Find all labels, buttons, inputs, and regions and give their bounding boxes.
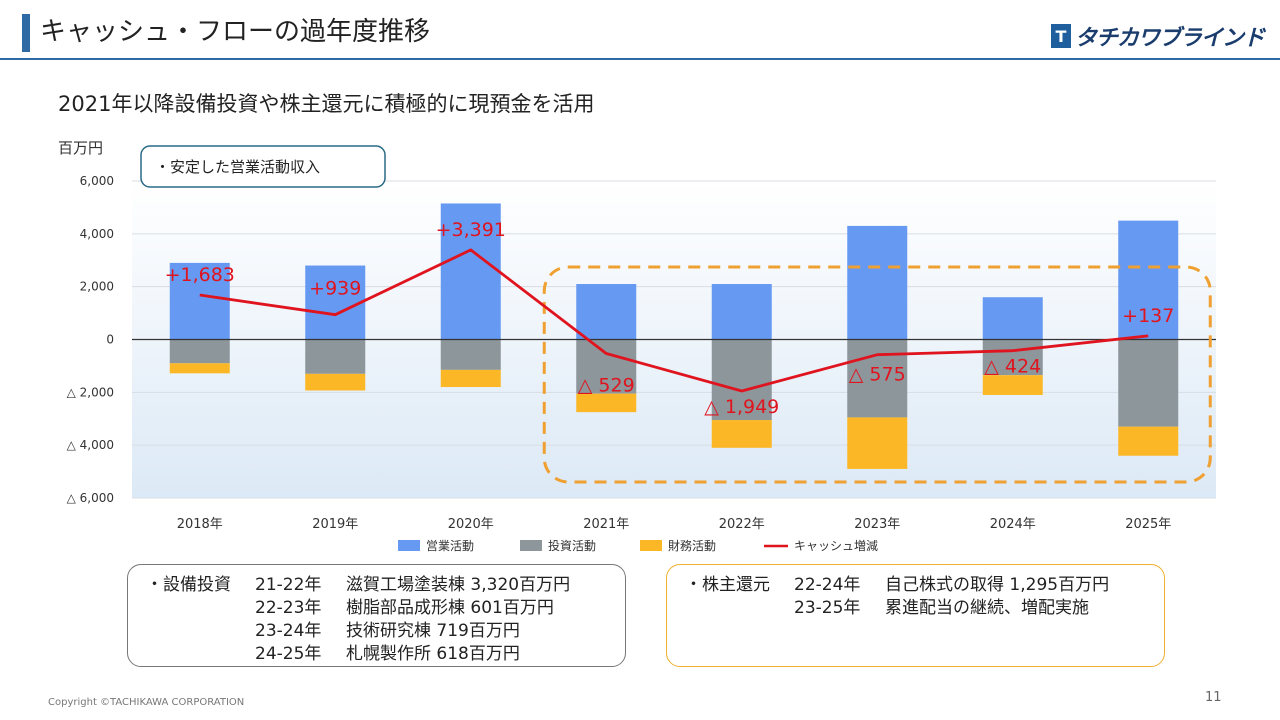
- y-tick-label: 0: [106, 333, 114, 347]
- bar-投資活動: [982, 339, 1043, 376]
- legend-label: 投資活動: [548, 538, 596, 553]
- capex-item: 樹脂部品成形棟 601百万円: [346, 598, 554, 618]
- y-tick-label: 2,000: [80, 280, 114, 294]
- capex-label: ・設備投資: [146, 575, 231, 595]
- y-tick-label: △ 4,000: [67, 438, 114, 452]
- legend-swatch: [520, 540, 542, 551]
- highlight-region: [542, 265, 1212, 484]
- copyright: Copyright ©TACHIKAWA CORPORATION: [48, 697, 245, 708]
- bar-投資活動: [711, 339, 772, 421]
- capex-period: 24-25年: [255, 644, 322, 664]
- x-tick-label: 2021年: [583, 517, 629, 532]
- bar-財務活動: [305, 373, 366, 391]
- bar-財務活動: [576, 393, 637, 413]
- bar-営業活動: [440, 203, 501, 340]
- data-label: +939: [309, 278, 361, 300]
- shareholder-return-box: ・株主還元 22-24年 自己株式の取得 1,295百万円 23-25年 累進配…: [666, 564, 1165, 667]
- bar-営業活動: [576, 284, 637, 340]
- bar-営業活動: [1118, 220, 1179, 340]
- x-tick-label: 2020年: [448, 517, 494, 532]
- bar-財務活動: [847, 417, 908, 469]
- bar-財務活動: [1118, 426, 1179, 456]
- x-tick-label: 2025年: [1125, 517, 1171, 532]
- header-divider: [0, 58, 1280, 60]
- return-period: 23-25年: [794, 598, 861, 618]
- bar-財務活動: [982, 375, 1043, 395]
- logo-text: タチカワブラインド: [1074, 26, 1265, 51]
- y-tick-label: △ 2,000: [67, 385, 114, 399]
- y-tick-label: 6,000: [80, 174, 114, 188]
- annotation-box: [140, 145, 386, 188]
- bar-投資活動: [169, 339, 230, 364]
- legend-label: キャッシュ増減: [794, 538, 878, 553]
- y-tick-label: △ 6,000: [67, 491, 114, 505]
- capex-period: 21-22年: [255, 575, 322, 595]
- y-tick-label: 4,000: [80, 227, 114, 241]
- annotation-text: ・安定した営業活動収入: [155, 158, 320, 176]
- bar-投資活動: [576, 339, 637, 394]
- capex-item: 技術研究棟 719百万円: [346, 621, 520, 641]
- data-label: +3,391: [436, 219, 506, 241]
- bar-投資活動: [847, 339, 908, 418]
- data-label: △ 529: [578, 374, 635, 396]
- data-label: △ 1,949: [704, 396, 779, 418]
- x-tick-label: 2019年: [312, 517, 358, 532]
- x-tick-label: 2022年: [719, 517, 765, 532]
- data-label: △ 424: [984, 356, 1041, 378]
- capex-item: 札幌製作所 618百万円: [346, 644, 520, 664]
- bar-投資活動: [440, 339, 501, 370]
- line-キャッシュ増減: [199, 248, 1149, 393]
- x-tick-label: 2024年: [990, 517, 1036, 532]
- capex-item: 滋賀工場塗装棟 3,320百万円: [346, 575, 571, 595]
- x-tick-label: 2018年: [177, 517, 223, 532]
- legend-label: 財務活動: [668, 538, 716, 553]
- return-item: 累進配当の継続、増配実施: [885, 598, 1089, 618]
- bar-投資活動: [1118, 339, 1179, 427]
- data-label: +1,683: [165, 264, 235, 286]
- capex-period: 22-23年: [255, 598, 322, 618]
- return-item: 自己株式の取得 1,295百万円: [885, 575, 1110, 595]
- bar-財務活動: [711, 420, 772, 448]
- bar-営業活動: [982, 297, 1043, 340]
- bar-営業活動: [711, 284, 772, 340]
- bar-営業活動: [305, 265, 366, 340]
- capex-box: ・設備投資 21-22年 滋賀工場塗装棟 3,320百万円 22-23年 樹脂部…: [127, 564, 626, 667]
- legend-swatch: [398, 540, 420, 551]
- page-number: 11: [1205, 690, 1222, 705]
- company-logo: T タチカワブラインド: [1050, 20, 1265, 52]
- data-label: +137: [1122, 305, 1174, 327]
- legend-label: 営業活動: [426, 539, 474, 553]
- logo-mark-icon: T: [1050, 24, 1071, 48]
- data-label: △ 575: [849, 364, 906, 386]
- bar-財務活動: [440, 369, 501, 388]
- bar-営業活動: [169, 262, 230, 340]
- return-label: ・株主還元: [685, 575, 770, 595]
- bar-営業活動: [847, 225, 908, 340]
- bar-財務活動: [169, 363, 230, 374]
- capex-period: 23-24年: [255, 621, 322, 641]
- legend-swatch: [640, 540, 662, 551]
- cash-flow-chart: 百万円 6,000 4,000 2,000 0 △ 2,000 △ 4,000 △ 6,000…: [58, 139, 1216, 553]
- bar-投資活動: [305, 339, 366, 374]
- page-title: キャッシュ・フローの過年度推移: [40, 17, 431, 47]
- y-axis-unit-label: 百万円: [58, 139, 103, 157]
- title-accent-bar: [22, 14, 30, 52]
- slide-subtitle: 2021年以降設備投資や株主還元に積極的に現預金を活用: [58, 92, 595, 116]
- x-tick-label: 2023年: [854, 517, 900, 532]
- return-period: 22-24年: [794, 575, 861, 595]
